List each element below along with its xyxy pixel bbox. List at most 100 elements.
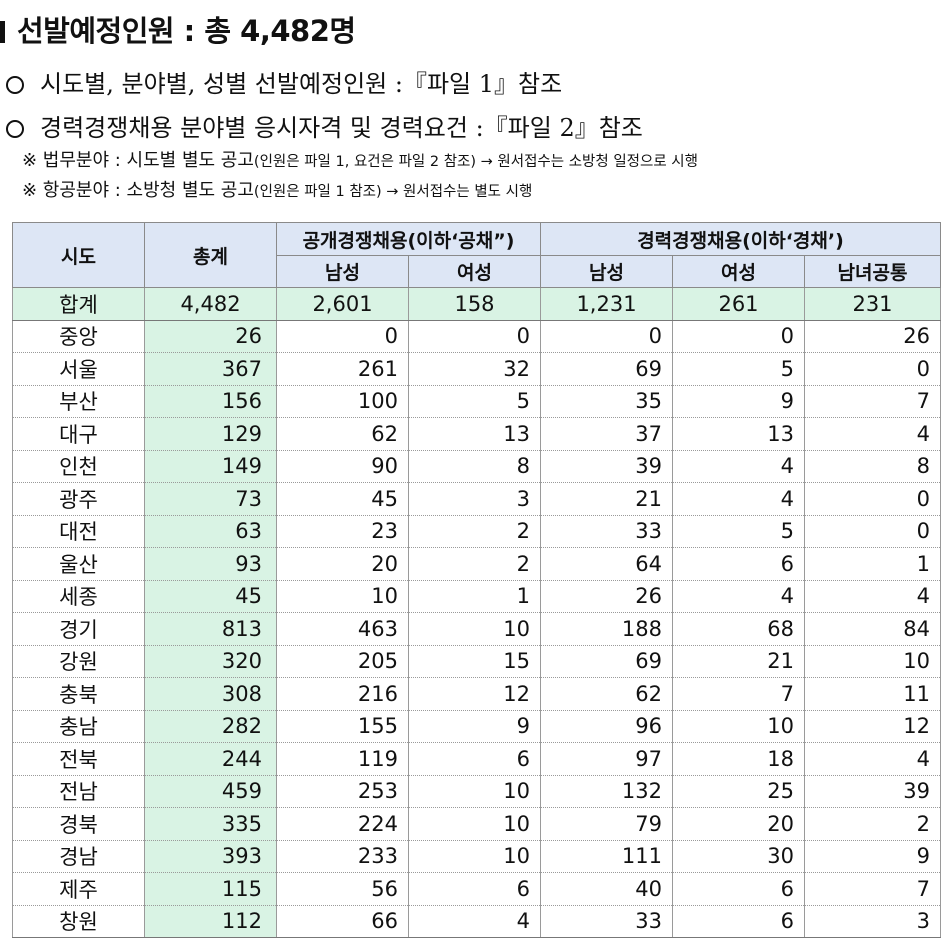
page-title: 선발예정인원 : 총 4,482명 xyxy=(0,8,356,50)
row-career-common: 4 xyxy=(804,742,941,776)
row-career-male: 69 xyxy=(540,645,673,678)
row-open-male: 10 xyxy=(276,580,409,613)
header-open-male: 남성 xyxy=(276,255,409,288)
row-open-male: 20 xyxy=(276,547,409,581)
row-career-female: 6 xyxy=(672,547,805,581)
note-legal: ※ 법무분야 : 시도별 별도 공고(인원은 파일 1, 요건은 파일 2 참조… xyxy=(22,150,698,171)
row-career-male: 188 xyxy=(540,612,673,646)
row-open-female: 2 xyxy=(408,547,541,581)
sum-row: 합계 4,482 2,601 158 1,231 261 231 xyxy=(12,287,941,321)
row-open-male: 155 xyxy=(276,710,409,743)
row-open-female: 1 xyxy=(408,580,541,613)
row-career-common: 2 xyxy=(804,807,941,841)
recruitment-table: 시도 총계 공개경쟁채용(이하‘공채”) 경력경쟁채용(이하‘경채’) 남성 여… xyxy=(12,222,941,938)
row-open-female: 10 xyxy=(408,612,541,646)
info-line-1: 시도별, 분야별, 성별 선발예정인원 :『파일 1』참조 xyxy=(6,64,562,99)
row-career-common: 84 xyxy=(804,612,941,646)
row-total: 112 xyxy=(144,905,277,938)
row-region: 서울 xyxy=(12,352,145,386)
table-row: 경북 335 224 10 79 20 2 xyxy=(12,807,941,841)
row-open-male: 62 xyxy=(276,417,409,451)
row-open-male: 233 xyxy=(276,840,409,873)
row-open-male: 119 xyxy=(276,742,409,776)
row-open-male: 23 xyxy=(276,515,409,548)
row-open-male: 205 xyxy=(276,645,409,678)
row-career-male: 33 xyxy=(540,515,673,548)
row-career-male: 26 xyxy=(540,580,673,613)
row-career-male: 132 xyxy=(540,775,673,808)
circle-bullet-icon xyxy=(6,120,24,138)
row-career-male: 35 xyxy=(540,385,673,418)
row-region: 제주 xyxy=(12,872,145,906)
row-career-female: 7 xyxy=(672,677,805,711)
row-career-common: 7 xyxy=(804,872,941,906)
row-open-male: 253 xyxy=(276,775,409,808)
table-row: 경기 813 463 10 188 68 84 xyxy=(12,612,941,646)
row-total: 244 xyxy=(144,742,277,776)
table-row: 인천 149 90 8 39 4 8 xyxy=(12,450,941,483)
row-career-common: 3 xyxy=(804,905,941,938)
row-open-female: 10 xyxy=(408,807,541,841)
table-row: 대구 129 62 13 37 13 4 xyxy=(12,417,941,451)
row-region: 대구 xyxy=(12,417,145,451)
row-region: 세종 xyxy=(12,580,145,613)
table-row: 서울 367 261 32 69 5 0 xyxy=(12,352,941,386)
table-row: 경남 393 233 10 111 30 9 xyxy=(12,840,941,873)
row-career-male: 33 xyxy=(540,905,673,938)
row-career-female: 25 xyxy=(672,775,805,808)
row-region: 충북 xyxy=(12,677,145,711)
row-region: 전남 xyxy=(12,775,145,808)
table-row: 충남 282 155 9 96 10 12 xyxy=(12,710,941,743)
row-career-male: 64 xyxy=(540,547,673,581)
row-region: 중앙 xyxy=(12,320,145,353)
row-total: 335 xyxy=(144,807,277,841)
row-open-female: 15 xyxy=(408,645,541,678)
row-career-common: 4 xyxy=(804,580,941,613)
header-total: 총계 xyxy=(144,222,277,288)
row-career-male: 40 xyxy=(540,872,673,906)
row-career-common: 1 xyxy=(804,547,941,581)
row-career-female: 21 xyxy=(672,645,805,678)
row-career-common: 0 xyxy=(804,352,941,386)
header-open-female: 여성 xyxy=(408,255,541,288)
row-career-female: 20 xyxy=(672,807,805,841)
row-total: 393 xyxy=(144,840,277,873)
row-total: 156 xyxy=(144,385,277,418)
table-row: 제주 115 56 6 40 6 7 xyxy=(12,872,941,906)
table-row: 광주 73 45 3 21 4 0 xyxy=(12,482,941,516)
row-open-female: 6 xyxy=(408,742,541,776)
row-open-male: 463 xyxy=(276,612,409,646)
row-open-male: 216 xyxy=(276,677,409,711)
table-row: 중앙 26 0 0 0 0 26 xyxy=(12,320,941,353)
row-total: 308 xyxy=(144,677,277,711)
row-total: 459 xyxy=(144,775,277,808)
row-career-female: 68 xyxy=(672,612,805,646)
row-open-female: 4 xyxy=(408,905,541,938)
row-career-common: 4 xyxy=(804,417,941,451)
row-open-male: 90 xyxy=(276,450,409,483)
row-region: 경기 xyxy=(12,612,145,646)
row-total: 93 xyxy=(144,547,277,581)
row-career-common: 7 xyxy=(804,385,941,418)
table-row: 울산 93 20 2 64 6 1 xyxy=(12,547,941,581)
table-row: 대전 63 23 2 33 5 0 xyxy=(12,515,941,548)
row-career-male: 37 xyxy=(540,417,673,451)
row-total: 26 xyxy=(144,320,277,353)
table-row: 충북 308 216 12 62 7 11 xyxy=(12,677,941,711)
circle-bullet-icon xyxy=(6,76,24,94)
row-career-female: 5 xyxy=(672,352,805,386)
row-career-female: 4 xyxy=(672,580,805,613)
sum-career-female: 261 xyxy=(672,287,805,321)
row-region: 광주 xyxy=(12,482,145,516)
table-row: 강원 320 205 15 69 21 10 xyxy=(12,645,941,678)
row-career-male: 96 xyxy=(540,710,673,743)
row-career-common: 39 xyxy=(804,775,941,808)
row-region: 전북 xyxy=(12,742,145,776)
row-career-female: 9 xyxy=(672,385,805,418)
row-career-female: 30 xyxy=(672,840,805,873)
row-region: 경북 xyxy=(12,807,145,841)
row-total: 320 xyxy=(144,645,277,678)
row-career-female: 4 xyxy=(672,450,805,483)
row-open-female: 2 xyxy=(408,515,541,548)
row-career-male: 69 xyxy=(540,352,673,386)
